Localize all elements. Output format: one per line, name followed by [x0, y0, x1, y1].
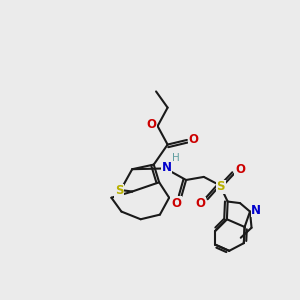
- Text: N: N: [162, 161, 172, 174]
- Text: H: H: [172, 153, 180, 164]
- Text: S: S: [115, 184, 123, 197]
- Text: S: S: [217, 180, 225, 194]
- Text: O: O: [195, 197, 205, 210]
- Text: O: O: [235, 163, 245, 176]
- Text: O: O: [189, 134, 199, 146]
- Text: N: N: [251, 203, 261, 217]
- Text: O: O: [146, 118, 156, 131]
- Text: O: O: [171, 196, 181, 210]
